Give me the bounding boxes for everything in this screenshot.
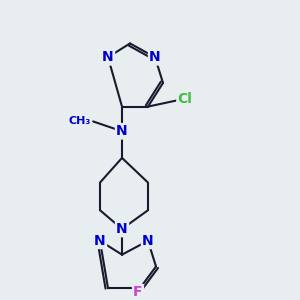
Text: CH₃: CH₃: [69, 116, 91, 126]
Text: N: N: [116, 124, 128, 138]
Text: N: N: [116, 222, 128, 236]
Text: F: F: [133, 285, 143, 299]
Text: N: N: [149, 50, 161, 64]
Text: N: N: [102, 50, 114, 64]
Text: N: N: [142, 234, 154, 248]
Text: Cl: Cl: [178, 92, 192, 106]
Text: N: N: [94, 234, 106, 248]
